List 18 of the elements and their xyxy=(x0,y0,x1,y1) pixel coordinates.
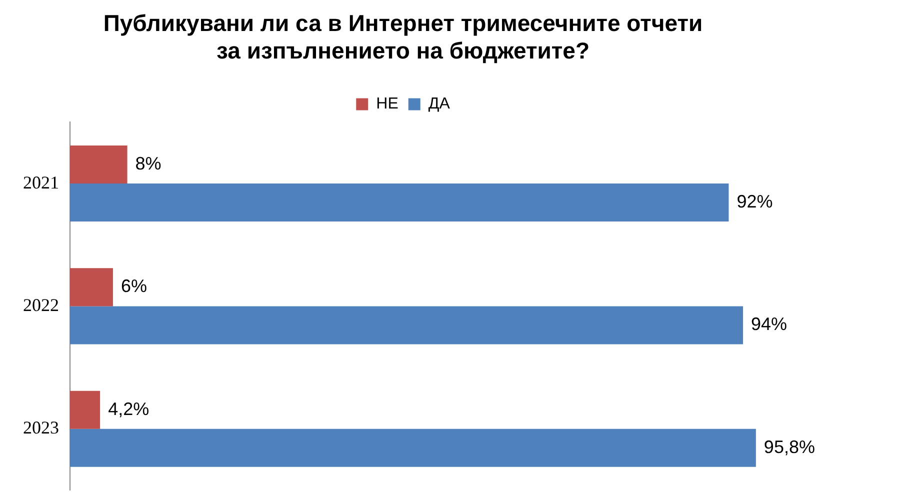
legend-label: НЕ xyxy=(376,96,398,113)
bar xyxy=(70,428,756,467)
data-label: 94% xyxy=(751,314,788,334)
bar xyxy=(70,390,100,429)
bar xyxy=(70,184,729,222)
bar xyxy=(70,268,113,306)
data-label: 4,2% xyxy=(108,398,150,419)
data-label: 95,8% xyxy=(764,436,815,457)
legend-label: ДА xyxy=(428,96,450,113)
y-tick-label: 2022 xyxy=(23,294,59,315)
data-label: 92% xyxy=(736,192,773,212)
bar xyxy=(70,146,128,184)
y-tick-label: 2023 xyxy=(23,418,59,438)
data-label: 8% xyxy=(135,153,162,174)
y-tick-label: 2021 xyxy=(23,172,59,192)
chart-title: Публикувани ли са в Интернет тримесечните отчети за изпълнението на бюджетите? xyxy=(103,10,703,64)
data-label: 6% xyxy=(120,276,147,296)
bar xyxy=(70,306,744,344)
